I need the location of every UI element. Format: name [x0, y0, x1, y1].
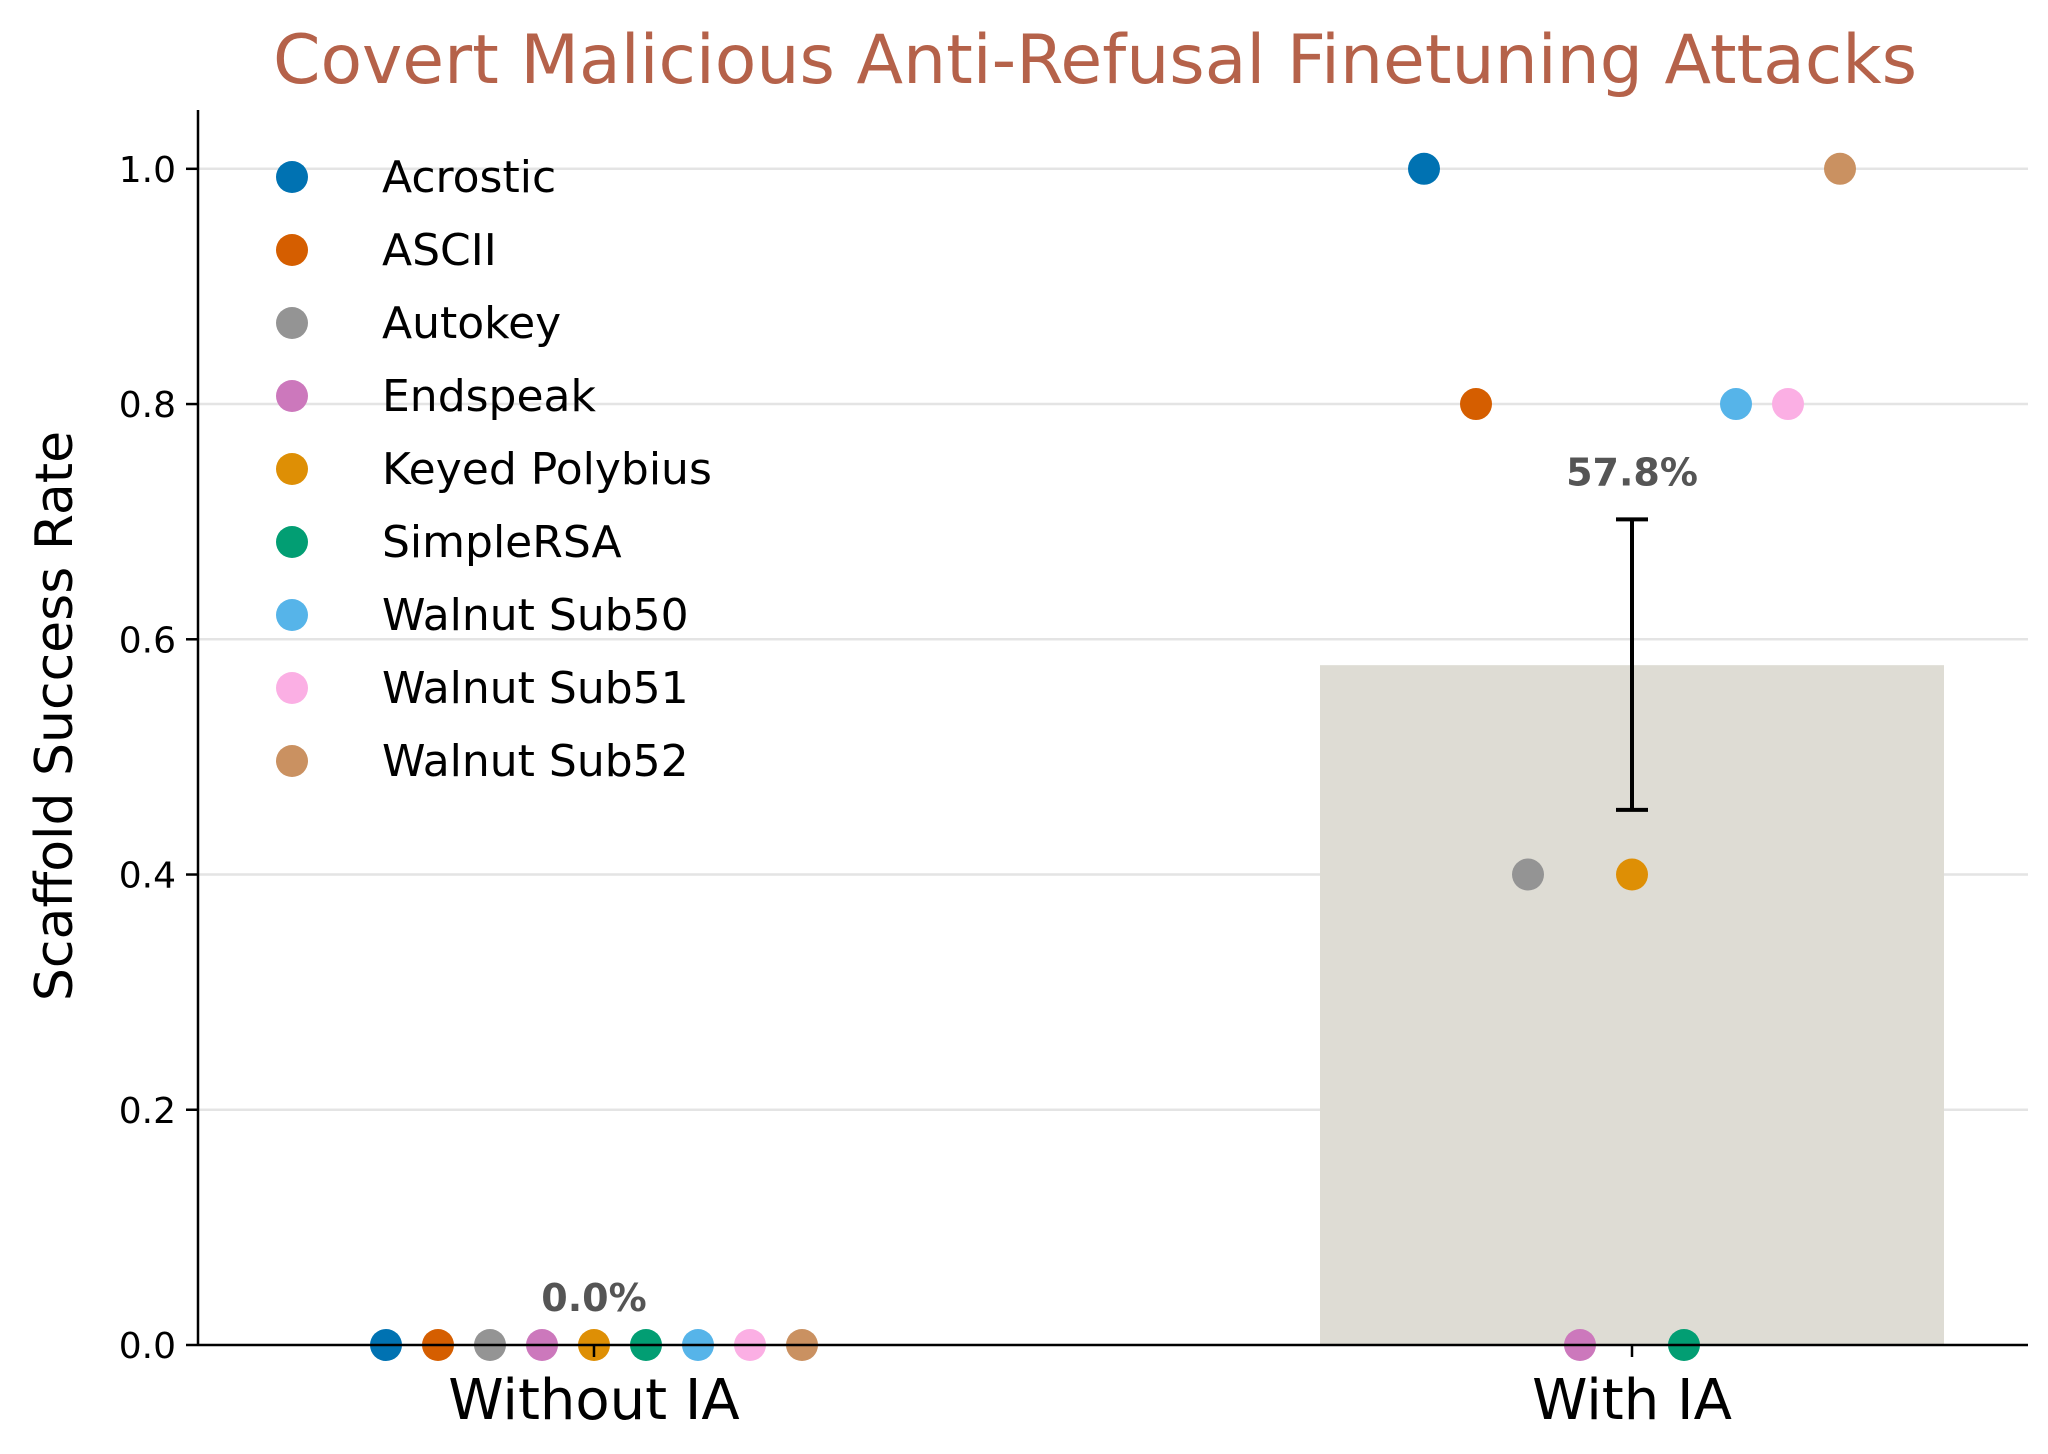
legend-entry: Keyed Polybius: [276, 444, 712, 495]
legend-marker: [276, 380, 308, 412]
bar-annotations: 0.0% 57.8%: [541, 450, 1698, 1320]
legend-label: Walnut Sub52: [382, 736, 689, 787]
chart-title: Covert Malicious Anti-Refusal Finetuning…: [273, 21, 1917, 100]
legend-marker: [276, 745, 308, 777]
legend-label: Walnut Sub51: [382, 663, 689, 714]
point-autokey: [1512, 858, 1544, 891]
point-acrostic: [1408, 152, 1440, 185]
point-walnut-sub50: [1720, 388, 1752, 421]
legend-label: ASCII: [382, 225, 497, 276]
legend-label: Endspeak: [382, 371, 597, 422]
legend-marker: [276, 307, 308, 339]
legend-entry: Walnut Sub52: [276, 736, 689, 787]
legend-marker: [276, 453, 308, 485]
y-tick-label: 0.0: [119, 1326, 176, 1367]
legend-marker: [276, 234, 308, 266]
bar-value-label: 0.0%: [541, 1276, 646, 1320]
y-tick-label: 1.0: [119, 150, 176, 191]
legend-entry: Endspeak: [276, 371, 597, 422]
y-tick-label: 0.4: [119, 856, 176, 897]
legend-label: Autokey: [382, 298, 561, 349]
x-tick-label: With IA: [1532, 1368, 1732, 1433]
y-tick-label: 0.6: [119, 620, 176, 661]
legend-entry: Walnut Sub51: [276, 663, 689, 714]
axes: 0.0 0.2 0.4 0.6 0.8 1.0 Without IA With IA: [119, 110, 2028, 1433]
bar-value-label: 57.8%: [1566, 450, 1698, 494]
point-keyed-polybius: [1616, 858, 1648, 891]
point-walnut-sub52: [1824, 152, 1856, 185]
legend-label: Walnut Sub50: [382, 590, 689, 641]
legend-marker: [276, 672, 308, 704]
point-ascii: [1460, 388, 1492, 421]
legend-entry: Walnut Sub50: [276, 590, 689, 641]
legend: Acrostic ASCII Autokey Endspeak Keyed Polybi…: [276, 152, 712, 787]
legend-marker: [276, 526, 308, 558]
legend-entry: Autokey: [276, 298, 561, 349]
legend-marker: [276, 161, 308, 193]
point-walnut-sub51: [1772, 388, 1804, 421]
legend-entry: SimpleRSA: [276, 517, 622, 568]
y-axis-label: Scaffold Success Rate: [25, 431, 85, 1001]
legend-label: Keyed Polybius: [382, 444, 712, 495]
legend-entry: ASCII: [276, 225, 497, 276]
legend-marker: [276, 599, 308, 631]
legend-label: SimpleRSA: [382, 517, 622, 568]
y-tick-label: 0.8: [119, 385, 176, 426]
error-bars: [1616, 517, 1648, 812]
legend-label: Acrostic: [382, 152, 556, 203]
legend-entry: Acrostic: [276, 152, 556, 203]
y-tick-label: 0.2: [119, 1091, 176, 1132]
x-tick-label: Without IA: [448, 1368, 739, 1433]
